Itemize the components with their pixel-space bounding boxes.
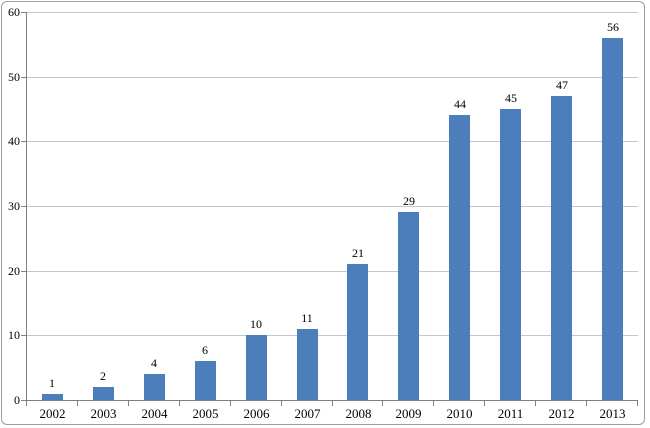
bar-2003 (93, 387, 114, 400)
bar-2011 (500, 109, 521, 400)
x-axis-category-label: 2010 (446, 406, 473, 421)
x-axis-tick (128, 401, 129, 406)
bar-2007 (297, 329, 318, 400)
x-axis-category-label: 2004 (141, 406, 168, 421)
y-axis-tick-40 (21, 141, 27, 142)
bar-value-label: 45 (505, 91, 517, 105)
x-axis-tick (230, 401, 231, 406)
bar-2009 (398, 212, 419, 400)
bar-2004 (144, 374, 165, 400)
y-axis-tick-0 (21, 400, 27, 401)
x-axis-category-label: 2012 (548, 406, 575, 421)
gridline-30 (27, 206, 638, 207)
x-axis-tick (332, 401, 333, 406)
gridline-60 (27, 12, 638, 13)
gridline-50 (27, 77, 638, 78)
y-axis-line (26, 12, 27, 401)
bar-value-label: 47 (556, 78, 568, 92)
x-axis-category-label: 2002 (39, 406, 66, 421)
x-axis-tick (26, 401, 27, 406)
x-axis-category-label: 2003 (90, 406, 117, 421)
bar-value-label: 21 (352, 246, 364, 260)
x-axis-tick (586, 401, 587, 406)
y-axis-tick-20 (21, 271, 27, 272)
bar-value-label: 1 (49, 376, 55, 390)
bar-2005 (195, 361, 216, 400)
y-axis-tick-10 (21, 335, 27, 336)
x-axis-category-label: 2011 (497, 406, 524, 421)
y-axis-tick-label: 10 (8, 328, 20, 342)
bar-value-label: 6 (202, 343, 208, 357)
bar-value-label: 11 (301, 311, 313, 325)
bar-value-label: 2 (100, 369, 106, 383)
x-axis-tick (535, 401, 536, 406)
bar-2012 (551, 96, 572, 400)
gridline-10 (27, 335, 638, 336)
y-axis-tick-label: 60 (8, 5, 20, 19)
bar-2010 (449, 115, 470, 400)
x-axis-category-label: 2013 (599, 406, 626, 421)
x-axis-tick (484, 401, 485, 406)
x-axis-tick (637, 401, 638, 406)
y-axis-tick-30 (21, 206, 27, 207)
y-axis-tick-60 (21, 12, 27, 13)
x-axis-category-label: 2008 (345, 406, 372, 421)
bar-2008 (347, 264, 368, 400)
x-axis-tick (179, 401, 180, 406)
x-axis-category-label: 2006 (243, 406, 270, 421)
x-axis-tick (77, 401, 78, 406)
y-axis-tick-label: 0 (14, 393, 20, 407)
x-axis-category-label: 2009 (395, 406, 422, 421)
bar-value-label: 10 (250, 317, 262, 331)
y-axis-tick-50 (21, 77, 27, 78)
x-axis-line (26, 400, 638, 401)
x-axis-category-label: 2007 (294, 406, 321, 421)
x-axis-tick (281, 401, 282, 406)
bar-value-label: 4 (151, 356, 157, 370)
y-axis-tick-label: 50 (8, 70, 20, 84)
bar-value-label: 44 (454, 97, 466, 111)
bar-2013 (602, 38, 623, 400)
bar-2006 (246, 335, 267, 400)
y-axis-tick-label: 20 (8, 264, 20, 278)
gridline-40 (27, 141, 638, 142)
x-axis-tick (382, 401, 383, 406)
bar-value-label: 56 (607, 20, 619, 34)
bar-value-label: 29 (403, 194, 415, 208)
gridline-20 (27, 271, 638, 272)
y-axis-tick-label: 30 (8, 199, 20, 213)
x-axis-category-label: 2005 (192, 406, 219, 421)
y-axis-tick-label: 40 (8, 134, 20, 148)
x-axis-tick (433, 401, 434, 406)
bar-2002 (42, 394, 63, 400)
